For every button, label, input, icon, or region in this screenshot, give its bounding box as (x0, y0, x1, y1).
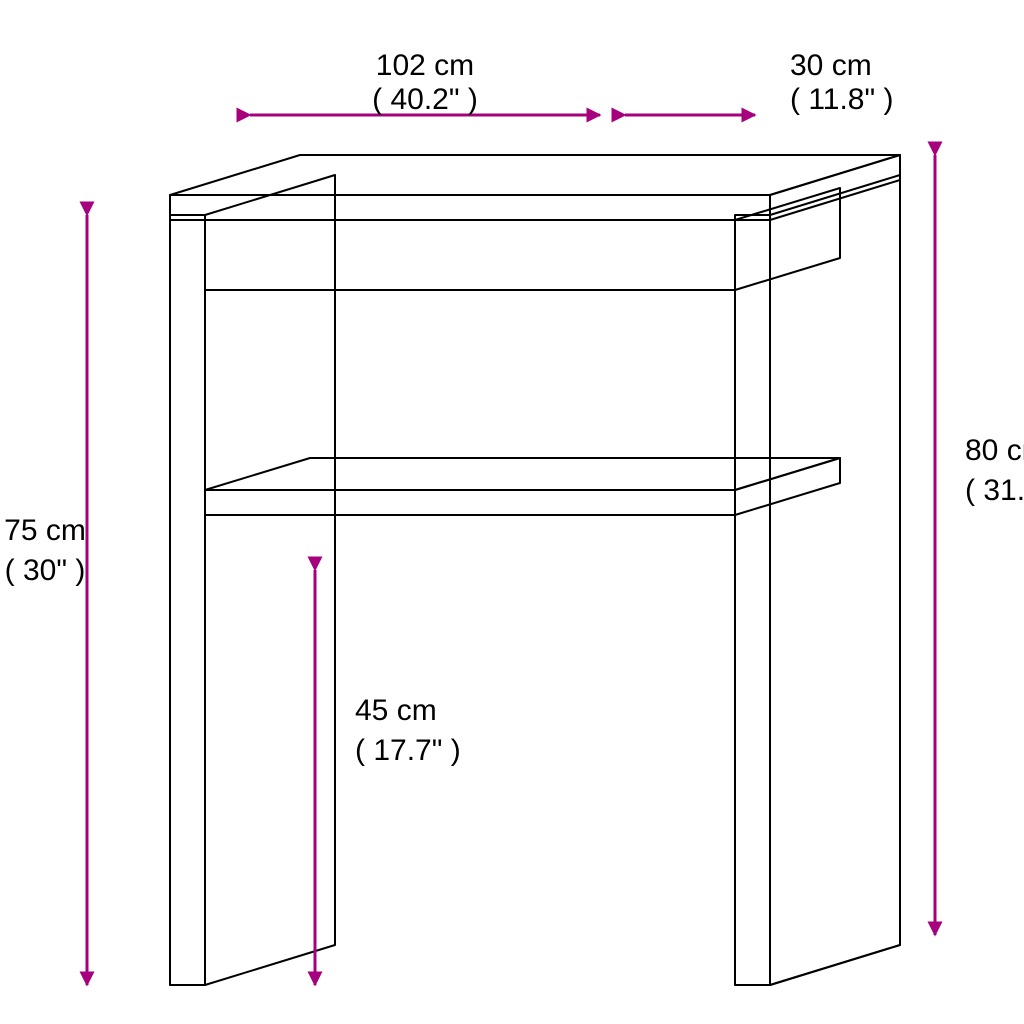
dimension-depth: 30 cm( 11.8" ) (625, 49, 893, 116)
dimension-label-in: ( 31.5" ) (965, 474, 1024, 507)
dimension-label-in: ( 11.8" ) (790, 83, 893, 116)
dimension-shelf-clearance: 45 cm ( 17.7" ) (315, 570, 461, 985)
dimension-label-cm: 45 cm (355, 694, 437, 727)
console-table-drawing (170, 155, 900, 985)
dimension-label-cm: 80 cm (965, 434, 1024, 467)
dimension-label-cm: 75 cm (4, 514, 86, 547)
dimension-label-cm: 102 cm (376, 49, 474, 82)
dimension-diagram: 102 cm( 40.2" ) 30 cm( 11.8" ) 80 cm ( 31.5… (0, 0, 1024, 1024)
dimension-label-in: ( 17.7" ) (355, 734, 461, 767)
dimension-label-in: ( 30" ) (5, 554, 86, 587)
dimension-label-cm: 30 cm (790, 49, 872, 82)
dimension-width: 102 cm( 40.2" ) (250, 49, 600, 116)
dimension-height-total: 80 cm ( 31.5" ) (935, 155, 1024, 935)
dimension-label-in: ( 40.2" ) (372, 83, 478, 116)
dimension-height-side: 75 cm ( 30" ) (4, 215, 87, 985)
